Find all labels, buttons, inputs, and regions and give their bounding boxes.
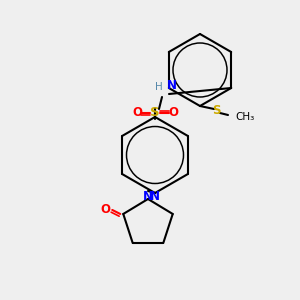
Text: H: H (155, 82, 163, 92)
Text: S: S (150, 106, 160, 119)
Text: O: O (100, 203, 110, 217)
Text: CH₃: CH₃ (235, 112, 254, 122)
Text: N: N (143, 190, 153, 202)
Text: N: N (150, 190, 160, 203)
Text: O: O (132, 106, 142, 119)
Text: N: N (167, 79, 177, 92)
Text: S: S (212, 104, 220, 118)
Text: O: O (168, 106, 178, 119)
